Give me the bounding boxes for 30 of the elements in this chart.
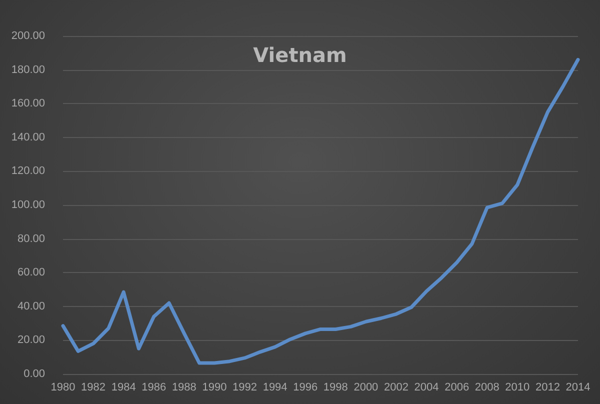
x-tick-label: 1992 <box>232 382 258 394</box>
y-tick-label: 40.00 <box>17 300 45 312</box>
y-tick-label: 200.00 <box>11 30 45 42</box>
y-tick-label: 60.00 <box>17 266 45 279</box>
x-tick-label: 2010 <box>505 382 530 394</box>
x-tick-label: 1982 <box>81 382 106 394</box>
x-tick-label: 2004 <box>414 382 439 394</box>
x-tick-label: 2014 <box>566 382 590 394</box>
x-tick-label: 1996 <box>293 382 318 394</box>
y-tick-label: 100.00 <box>11 199 45 211</box>
chart-title: Vietnam <box>253 43 347 67</box>
y-tick-label: 180.00 <box>11 64 45 76</box>
y-tick-label: 120.00 <box>11 165 45 178</box>
y-tick-label: 160.00 <box>11 98 45 110</box>
y-tick-label: 20.00 <box>17 334 45 346</box>
y-tick-label: 0.00 <box>24 368 45 380</box>
x-tick-label: 2008 <box>474 382 500 394</box>
x-tick-label: 1984 <box>111 382 136 394</box>
x-tick-label: 1994 <box>262 382 288 394</box>
x-tick-label: 2002 <box>384 382 408 394</box>
x-tick-label: 1988 <box>172 382 196 394</box>
y-tick-label: 140.00 <box>11 131 45 144</box>
y-tick-label: 80.00 <box>17 232 45 245</box>
x-tick-label: 1990 <box>202 382 227 394</box>
x-tick-label: 1986 <box>142 382 166 394</box>
x-tick-label: 2012 <box>535 382 560 394</box>
x-tick-label: 2006 <box>444 382 470 394</box>
x-tick-label: 2000 <box>354 382 378 394</box>
x-tick-label: 1998 <box>323 382 348 394</box>
x-tick-label: 1980 <box>50 382 76 394</box>
